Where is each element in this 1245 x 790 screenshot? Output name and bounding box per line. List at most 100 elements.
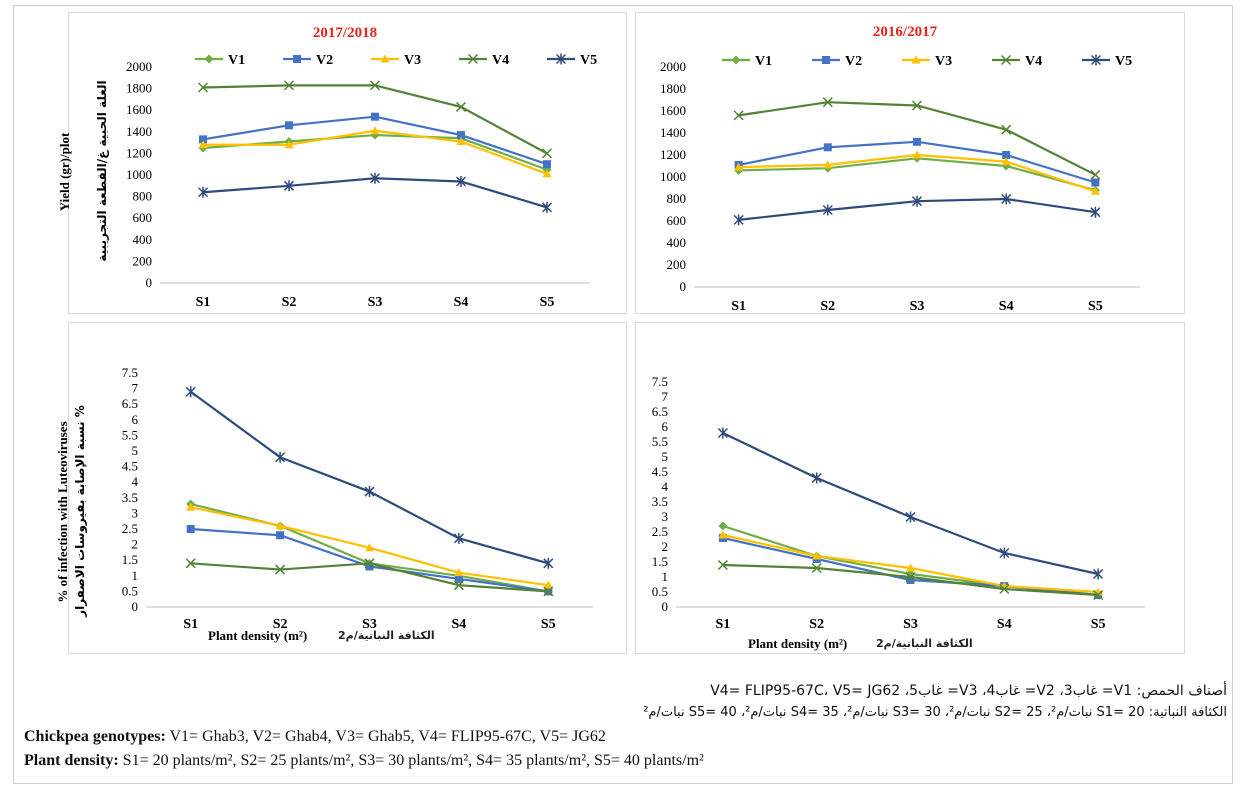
point-V3 — [906, 563, 915, 572]
y-tick-label: 1.5 — [652, 554, 668, 569]
panel-infection-left — [68, 322, 627, 654]
panel-infection-right — [635, 322, 1185, 654]
point-V2 — [1002, 151, 1011, 159]
point-V3 — [454, 568, 464, 577]
y-tick-label: 0 — [680, 279, 687, 294]
y-tick-label: 1400 — [126, 124, 152, 139]
chart-title: 2016/2017 — [873, 24, 938, 40]
point-V4 — [1090, 169, 1101, 180]
y-tick-label: 800 — [133, 189, 153, 204]
point-V4 — [905, 571, 916, 583]
legend-label-V5: V5 — [1115, 54, 1132, 69]
point-V3 — [912, 150, 922, 159]
x-tick-label: S4 — [999, 299, 1014, 314]
point-V5 — [283, 180, 295, 192]
y-tick-label: 400 — [133, 232, 153, 247]
x-tick-label: S2 — [273, 617, 288, 632]
point-V4 — [369, 80, 381, 91]
y-tick-label: 7 — [662, 389, 669, 404]
y-tick-label: 3 — [662, 509, 669, 524]
footer-genotypes-label: Chickpea genotypes: — [24, 728, 166, 745]
x-tick-label: S3 — [910, 299, 925, 314]
point-V3 — [812, 551, 822, 560]
point-V5 — [1001, 193, 1012, 205]
point-V5 — [453, 532, 464, 544]
point-V5 — [455, 175, 467, 187]
point-V4 — [811, 562, 822, 574]
legend-marker-V5 — [555, 53, 567, 65]
chart-4: 00.511.522.533.544.555.566.577.5 S1 S2 S3 S4… — [652, 374, 1145, 632]
point-V1 — [718, 521, 728, 531]
chart-title: 2017/2018 — [313, 25, 377, 41]
y-tick-label: 1800 — [126, 81, 152, 96]
legend-label-V1: V1 — [228, 53, 245, 68]
x-tick-label: S4 — [452, 617, 467, 632]
point-V3 — [734, 162, 744, 171]
footer-genotypes: Chickpea genotypes: V1= Ghab3, V2= Ghab4… — [24, 728, 606, 746]
point-V3 — [542, 169, 552, 178]
x-tick-label: S5 — [1088, 299, 1103, 314]
series-line-V5 — [722, 432, 1099, 576]
y-tick-label: 1200 — [660, 147, 686, 162]
point-V4 — [364, 558, 375, 569]
point-V4 — [453, 580, 464, 591]
legend-label-V3: V3 — [404, 53, 421, 68]
point-V5 — [543, 557, 554, 569]
legend-label-V4: V4 — [492, 53, 509, 68]
point-V4 — [275, 564, 286, 575]
y-tick-label: 7 — [132, 381, 139, 396]
footer-density-text: S1= 20 plants/m², S2= 25 plants/m², S3= … — [118, 752, 704, 769]
y-tick-label: 7.5 — [122, 365, 138, 380]
y-tick-label: 1000 — [126, 167, 152, 182]
point-V2 — [913, 137, 921, 146]
x-tick-label: S3 — [903, 617, 918, 632]
x-tick-label: S3 — [368, 295, 383, 310]
point-V4 — [999, 583, 1010, 595]
legend-label-V4: V4 — [1025, 54, 1042, 69]
yield-y-label-ar: الغلة الحبية غ/القطعة التجريبية — [95, 80, 109, 262]
x-tick-label: S5 — [540, 295, 555, 310]
point-V4 — [733, 110, 744, 121]
legend-marker-V1 — [731, 55, 741, 65]
point-V3 — [543, 580, 553, 589]
point-V5 — [1093, 568, 1104, 580]
legend-label-V3: V3 — [935, 54, 952, 69]
y-tick-label: 4.5 — [652, 464, 668, 479]
y-tick-label: 1000 — [660, 169, 686, 184]
y-tick-label: 600 — [667, 213, 687, 228]
point-V4 — [1001, 124, 1012, 135]
point-V4 — [455, 101, 467, 112]
y-tick-label: 5 — [132, 443, 139, 458]
point-V3 — [823, 160, 833, 169]
point-V5 — [275, 451, 286, 463]
legend-label-V5: V5 — [580, 53, 597, 68]
panel-yield-2017-2018 — [68, 12, 627, 314]
infection-y-label-ar: نسبة الإصابة بفيروسات الاصفرار % — [73, 405, 87, 617]
point-V2 — [365, 562, 374, 571]
y-tick-label: 1 — [132, 568, 139, 583]
x-tick-label: S2 — [820, 299, 835, 314]
point-V3 — [1090, 186, 1100, 195]
footer-density-label: Plant density: — [24, 752, 119, 769]
point-V2 — [457, 131, 465, 140]
y-tick-label: 2000 — [660, 59, 686, 74]
y-tick-label: 200 — [667, 257, 687, 272]
legend-marker-V5 — [1090, 54, 1102, 66]
point-V4 — [185, 558, 196, 569]
x-tick-label: S4 — [454, 295, 469, 310]
y-tick-label: 3.5 — [122, 490, 138, 505]
y-tick-label: 0 — [146, 275, 153, 290]
point-V5 — [717, 427, 728, 439]
point-V2 — [906, 576, 915, 584]
point-V3 — [365, 543, 374, 552]
point-V2 — [186, 525, 195, 533]
y-tick-label: 400 — [667, 235, 687, 250]
legend-marker-V3 — [911, 55, 921, 64]
point-V2 — [823, 143, 832, 152]
x-tick-label: S2 — [809, 617, 824, 632]
x-tick-label: S1 — [183, 617, 198, 632]
y-tick-label: 800 — [667, 191, 687, 206]
series-line-V5 — [190, 390, 549, 565]
y-tick-label: 3 — [132, 505, 139, 520]
